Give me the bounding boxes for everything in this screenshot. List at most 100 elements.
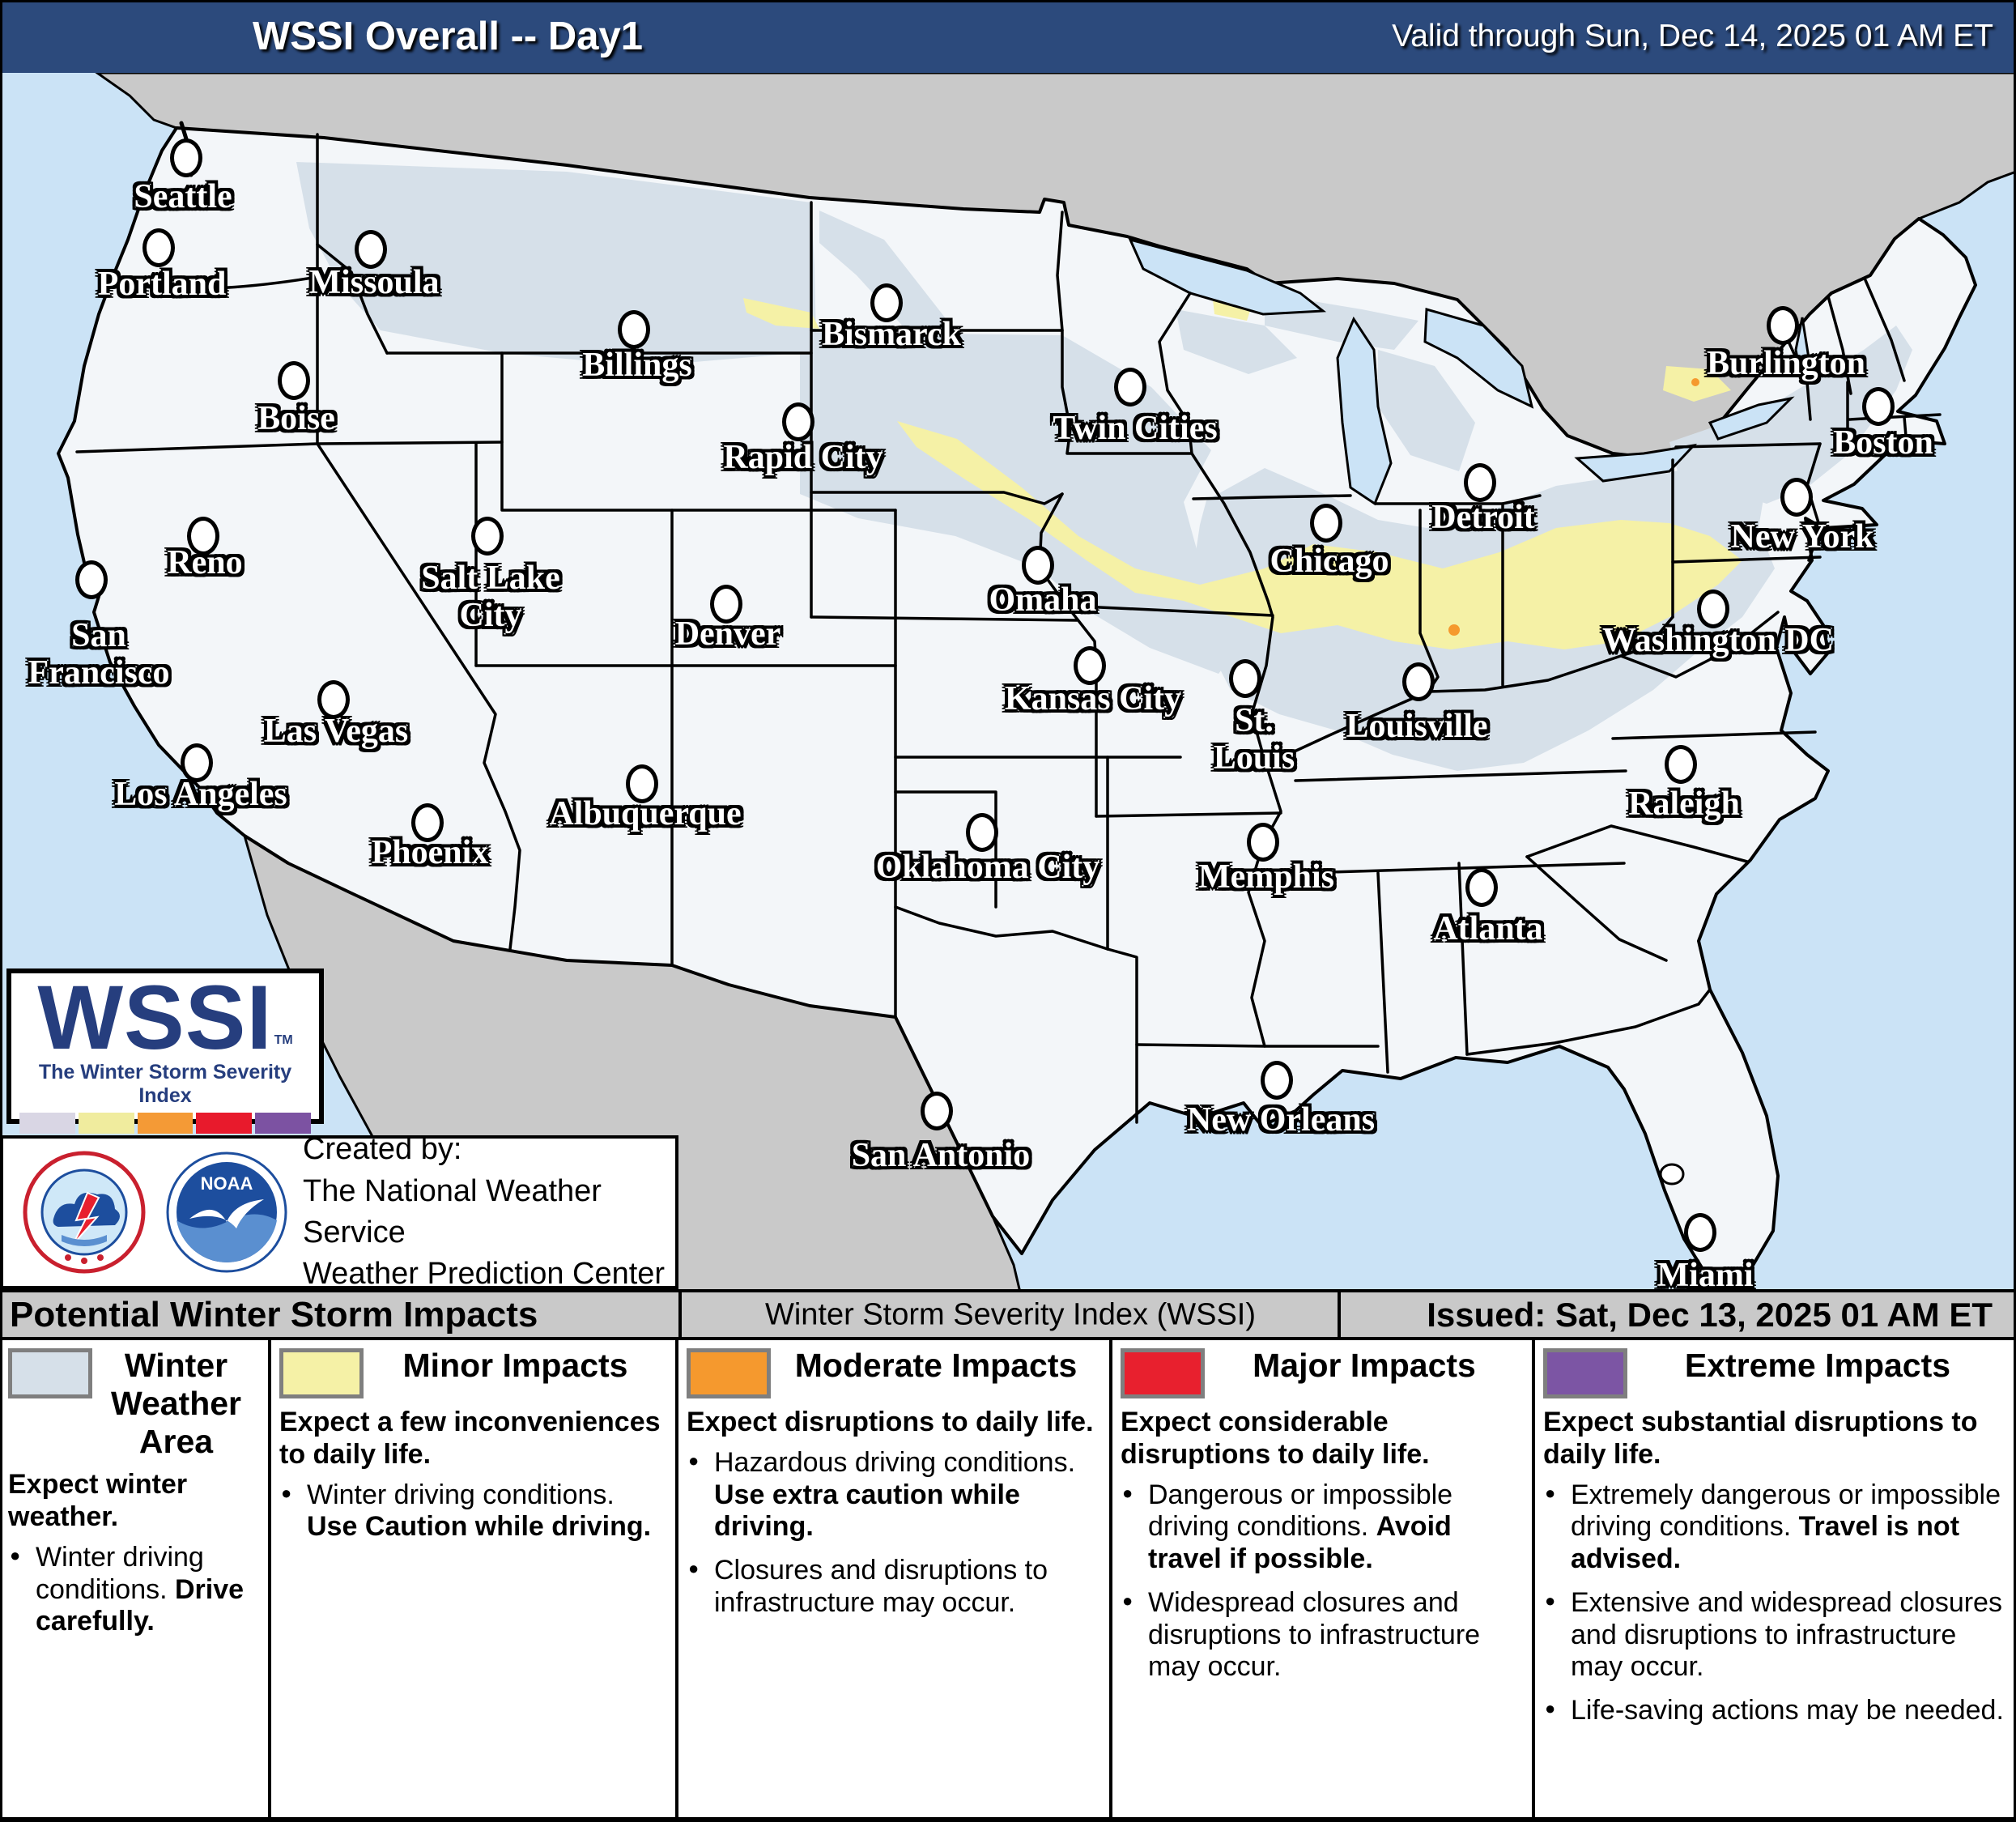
legend-bullet: Dangerous or impossible driving conditio… <box>1121 1479 1524 1576</box>
city-label: Bismarck <box>822 315 961 353</box>
city-marker <box>1229 659 1261 698</box>
lake-erie <box>1574 443 1698 483</box>
wssi-strip-cell <box>137 1113 194 1134</box>
city-label: Reno <box>167 543 243 581</box>
city-label: Las Vegas <box>263 712 409 750</box>
credit-line2: The National Weather Service <box>303 1173 602 1249</box>
city-label: Rapid City <box>723 438 883 476</box>
subbar-divider <box>678 1292 682 1337</box>
city-label: Denver <box>674 615 781 653</box>
city-marker <box>411 803 444 842</box>
city-marker <box>1402 662 1435 701</box>
wssi-strip-cell <box>19 1113 75 1134</box>
valid-through-text: Valid through Sun, Dec 14, 2025 01 AM ET <box>1392 19 1993 53</box>
impacts-title: Potential Winter Storm Impacts <box>10 1294 538 1335</box>
city-label: Memphis <box>1198 858 1334 896</box>
city-marker <box>1114 368 1146 407</box>
moderate-impacts-spot-ohio <box>1610 641 1616 647</box>
nws-logo-icon <box>23 1151 146 1274</box>
city-label: Omaha <box>989 581 1097 619</box>
city-marker <box>1261 1061 1293 1100</box>
legend-title: Minor Impacts <box>402 1347 628 1384</box>
wssi-severity-color-strip <box>19 1113 311 1134</box>
city-marker <box>618 310 650 349</box>
city-label: Seattle <box>134 177 232 215</box>
city-marker <box>317 680 350 719</box>
city-label: Oklahoma City <box>875 848 1100 886</box>
minor-impacts-region-montana <box>743 298 819 329</box>
legend-column-minor-impacts: Minor Impacts Expect a few inconveniences… <box>268 1340 675 1817</box>
city-label: Louisville <box>1346 707 1488 745</box>
city-marker <box>870 283 903 322</box>
city-label: Raleigh <box>1628 785 1740 823</box>
city-marker <box>1247 823 1279 862</box>
legend-bullet: Winter driving conditions. Use Caution w… <box>279 1479 667 1544</box>
legend-bullet: Winter driving conditions. Drive careful… <box>8 1542 260 1638</box>
state-borders <box>75 133 1942 1124</box>
page-title: WSSI Overall -- Day1 <box>253 15 644 58</box>
wssi-strip-cell <box>255 1113 311 1134</box>
wssi-logo: WSSI TM The Winter Storm Severity Index <box>6 967 324 1134</box>
city-layer: Seattle Portland Missoula Boise Billings Bism… <box>0 73 2016 1289</box>
legend-bullet: Life-saving actions may be needed. <box>1543 1695 2008 1727</box>
legend-bullets: Extremely dangerous or impossible drivin… <box>1543 1479 2008 1727</box>
legend-intro: Expect considerable disruptions to daily… <box>1121 1407 1430 1470</box>
city-marker <box>1665 745 1697 784</box>
legend-swatch-minor <box>279 1348 364 1398</box>
legend-bullet: Closures and disruptions to infrastructu… <box>687 1555 1101 1620</box>
city-label: Kansas City <box>1004 679 1182 717</box>
wssi-strip-cell <box>78 1113 134 1134</box>
city-label: New Orleans <box>1186 1100 1376 1139</box>
city-label: Boise <box>257 399 335 437</box>
city-marker <box>921 1092 953 1130</box>
legend-swatch-moderate <box>687 1348 771 1398</box>
winter-weather-area-region-northdakota <box>819 211 954 329</box>
title-bar: WSSI Overall -- Day1 Valid through Sun, … <box>0 0 2016 73</box>
legend-swatch-major <box>1121 1348 1205 1398</box>
city-label: Portland <box>97 265 227 303</box>
city-label: Atlanta <box>1433 909 1543 947</box>
credit-text: Created by: The National Weather Service… <box>303 1129 675 1289</box>
city-label: Billings <box>582 346 692 384</box>
credit-line1: Created by: <box>303 1132 462 1167</box>
city-label: Missoula <box>308 263 440 301</box>
city-label: Chicago <box>1270 542 1389 580</box>
legend-bullet: Extremely dangerous or impossible drivin… <box>1543 1479 2008 1576</box>
city-marker <box>710 585 742 624</box>
subbar-divider <box>1338 1292 1341 1337</box>
legend-column-major-impacts: Major Impacts Expect considerable disrupt… <box>1109 1340 1532 1817</box>
city-marker <box>1074 646 1106 685</box>
city-label: Detroit <box>1431 498 1535 536</box>
legend-title: Winter Weather Area <box>110 1347 242 1461</box>
city-marker <box>355 230 387 269</box>
legend-intro: Expect disruptions to daily life. <box>687 1407 1094 1437</box>
city-marker <box>1464 463 1496 502</box>
city-marker <box>966 813 998 852</box>
wssi-trademark: TM <box>274 1032 293 1047</box>
city-label: Phoenix <box>371 833 489 871</box>
city-marker <box>75 560 108 599</box>
legend-title: Major Impacts <box>1253 1347 1476 1384</box>
legend-column-moderate-impacts: Moderate Impacts Expect disruptions to da… <box>675 1340 1109 1817</box>
winter-weather-area-region-northwest <box>296 162 816 366</box>
legend-column-extreme-impacts: Extreme Impacts Expect substantial disrup… <box>1532 1340 2016 1817</box>
impacts-title-bar: Potential Winter Storm Impacts Winter St… <box>0 1289 2016 1340</box>
city-marker <box>471 517 504 556</box>
city-marker <box>1684 1213 1716 1252</box>
lake-superior <box>1128 237 1327 316</box>
lake-ontario <box>1708 396 1795 441</box>
lake-michigan <box>1336 316 1393 506</box>
wssi-map: Seattle Portland Missoula Boise Billings Bism… <box>0 73 2016 1289</box>
noaa-logo-icon: NOAA <box>166 1152 287 1273</box>
wssi-logo-acronym: WSSI <box>37 967 273 1068</box>
city-marker <box>1697 590 1729 628</box>
lake-huron <box>1423 308 1534 409</box>
legend-bullet: Hazardous driving conditions. Use extra … <box>687 1447 1101 1543</box>
city-label: Twin Cities <box>1053 409 1218 447</box>
legend-bullets: Winter driving conditions. Drive careful… <box>8 1542 260 1638</box>
city-marker <box>1780 478 1813 517</box>
moderate-impacts-spot-indiana <box>1448 624 1460 636</box>
lake-okeechobee <box>1659 1163 1685 1186</box>
city-label: San Antonio <box>851 1136 1031 1174</box>
legend-intro: Expect a few inconveniences to daily lif… <box>279 1407 661 1470</box>
